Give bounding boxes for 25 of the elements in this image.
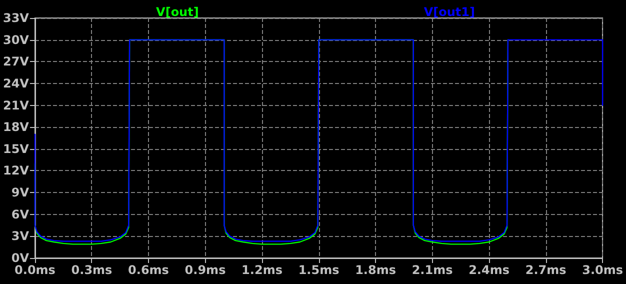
x-tick-label: 2.7ms: [525, 263, 566, 277]
y-tick-label: 6V: [11, 207, 30, 222]
y-tick-label: 3V: [11, 229, 30, 244]
x-tick-label: 0.0ms: [14, 263, 56, 277]
x-tick-label: 1.8ms: [355, 263, 396, 277]
y-tick-label: 21V: [2, 98, 30, 112]
x-tick-label: 0.6ms: [128, 263, 169, 277]
y-tick-label: 33V: [2, 11, 30, 25]
x-tick-label: 2.1ms: [412, 263, 453, 277]
y-tick-label: 24V: [2, 76, 30, 90]
y-tick-label: 18V: [2, 120, 30, 134]
y-tick-label: 30V: [2, 32, 30, 47]
x-tick-label: 1.2ms: [242, 263, 282, 277]
series-label: V[out1]: [424, 5, 475, 19]
series-label: V[out]: [156, 5, 199, 19]
y-tick-label: 15V: [2, 142, 30, 156]
y-tick-label: 9V: [11, 186, 30, 200]
x-tick-label: 2.4ms: [468, 263, 510, 277]
x-tick-label: 1.5ms: [298, 263, 340, 277]
y-tick-label: 12V: [2, 164, 30, 178]
x-tick-label: 3.0ms: [582, 263, 623, 277]
x-tick-label: 0.9ms: [184, 263, 226, 277]
x-tick-label: 0.3ms: [71, 263, 112, 277]
y-tick-label: 27V: [2, 54, 30, 69]
y-tick-label: 0V: [11, 251, 30, 265]
